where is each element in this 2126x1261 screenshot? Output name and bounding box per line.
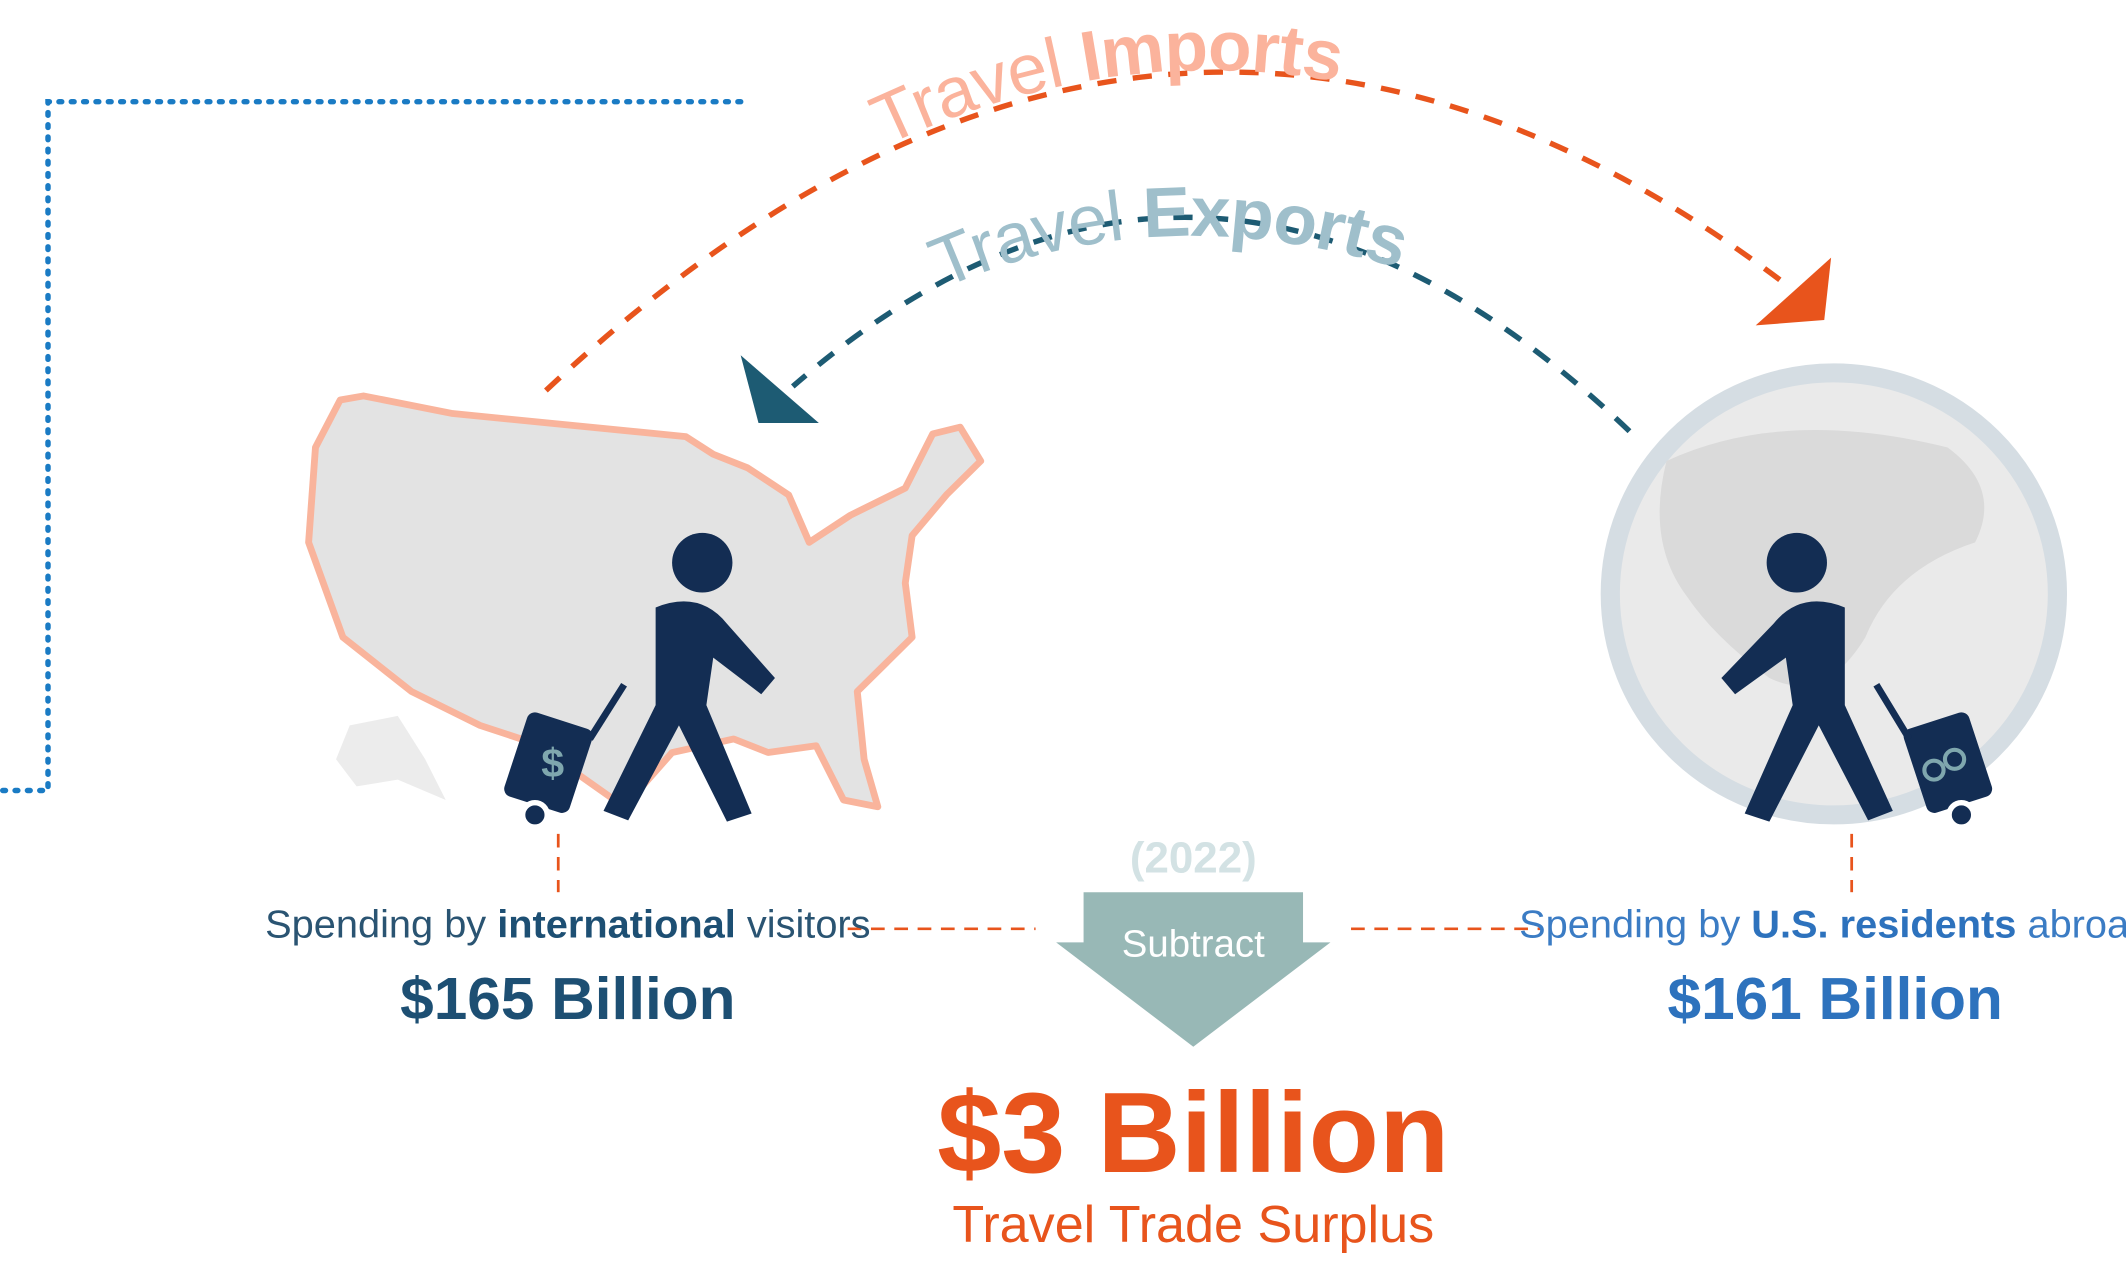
exports-arrowhead	[740, 355, 819, 424]
walker-left: $	[504, 532, 775, 830]
left-caption: Spending by international visitors	[265, 903, 870, 947]
usa-map	[305, 392, 985, 811]
subtract-label: Subtract	[1122, 923, 1265, 966]
result: $3 Billion	[937, 1069, 1449, 1196]
exports-label: Travel Exports	[919, 173, 1418, 303]
left-amount: $165 Billion	[400, 965, 735, 1032]
alaska	[336, 715, 446, 800]
imports-label: Travel Imports	[860, 7, 1349, 160]
svg-text:$: $	[541, 740, 564, 786]
year: (2022)	[1130, 834, 1257, 883]
result-label: Travel Trade Surplus	[952, 1195, 1434, 1253]
exports-arc	[790, 214, 1632, 434]
right-amount: $161 Billion	[1668, 965, 2003, 1032]
dotted-bracket	[0, 98, 744, 794]
connectors	[556, 833, 1854, 931]
right-caption: Spending by U.S. residents abroad	[1519, 903, 2126, 947]
walker-right	[1721, 532, 1993, 830]
subtract-arrow	[1056, 892, 1331, 1047]
